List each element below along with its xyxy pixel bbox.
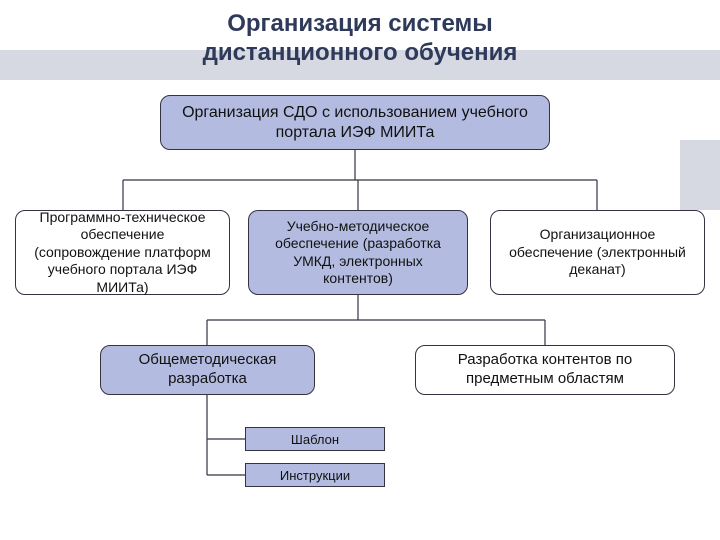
branch-center-label: Учебно-методическое обеспечение (разрабо… [259, 218, 457, 288]
branch-right-label: Организационное обеспечение (электронный… [501, 226, 694, 279]
leaf-instructions-label: Инструкции [280, 468, 350, 483]
branch-left: Программно-техническое обеспечение (сопр… [15, 210, 230, 295]
sub-right-label: Разработка контентов по предметным облас… [426, 351, 664, 389]
leaf-template-label: Шаблон [291, 432, 339, 447]
leaf-template: Шаблон [245, 427, 385, 451]
branch-right: Организационное обеспечение (электронный… [490, 210, 705, 295]
leaf-instructions: Инструкции [245, 463, 385, 487]
sub-left: Общеметодическая разработка [100, 345, 315, 395]
root-node: Организация СДО с использованием учебног… [160, 95, 550, 150]
page-title: Организация системы дистанционного обуче… [0, 10, 720, 68]
sub-left-label: Общеметодическая разработка [111, 351, 304, 389]
side-strip [680, 140, 720, 210]
branch-left-label: Программно-техническое обеспечение (сопр… [26, 209, 219, 297]
root-label: Организация СДО с использованием учебног… [171, 103, 539, 143]
title-line-2: дистанционного обучения [203, 39, 518, 66]
sub-right: Разработка контентов по предметным облас… [415, 345, 675, 395]
title-line-1: Организация системы [227, 10, 493, 37]
branch-center: Учебно-методическое обеспечение (разрабо… [248, 210, 468, 295]
